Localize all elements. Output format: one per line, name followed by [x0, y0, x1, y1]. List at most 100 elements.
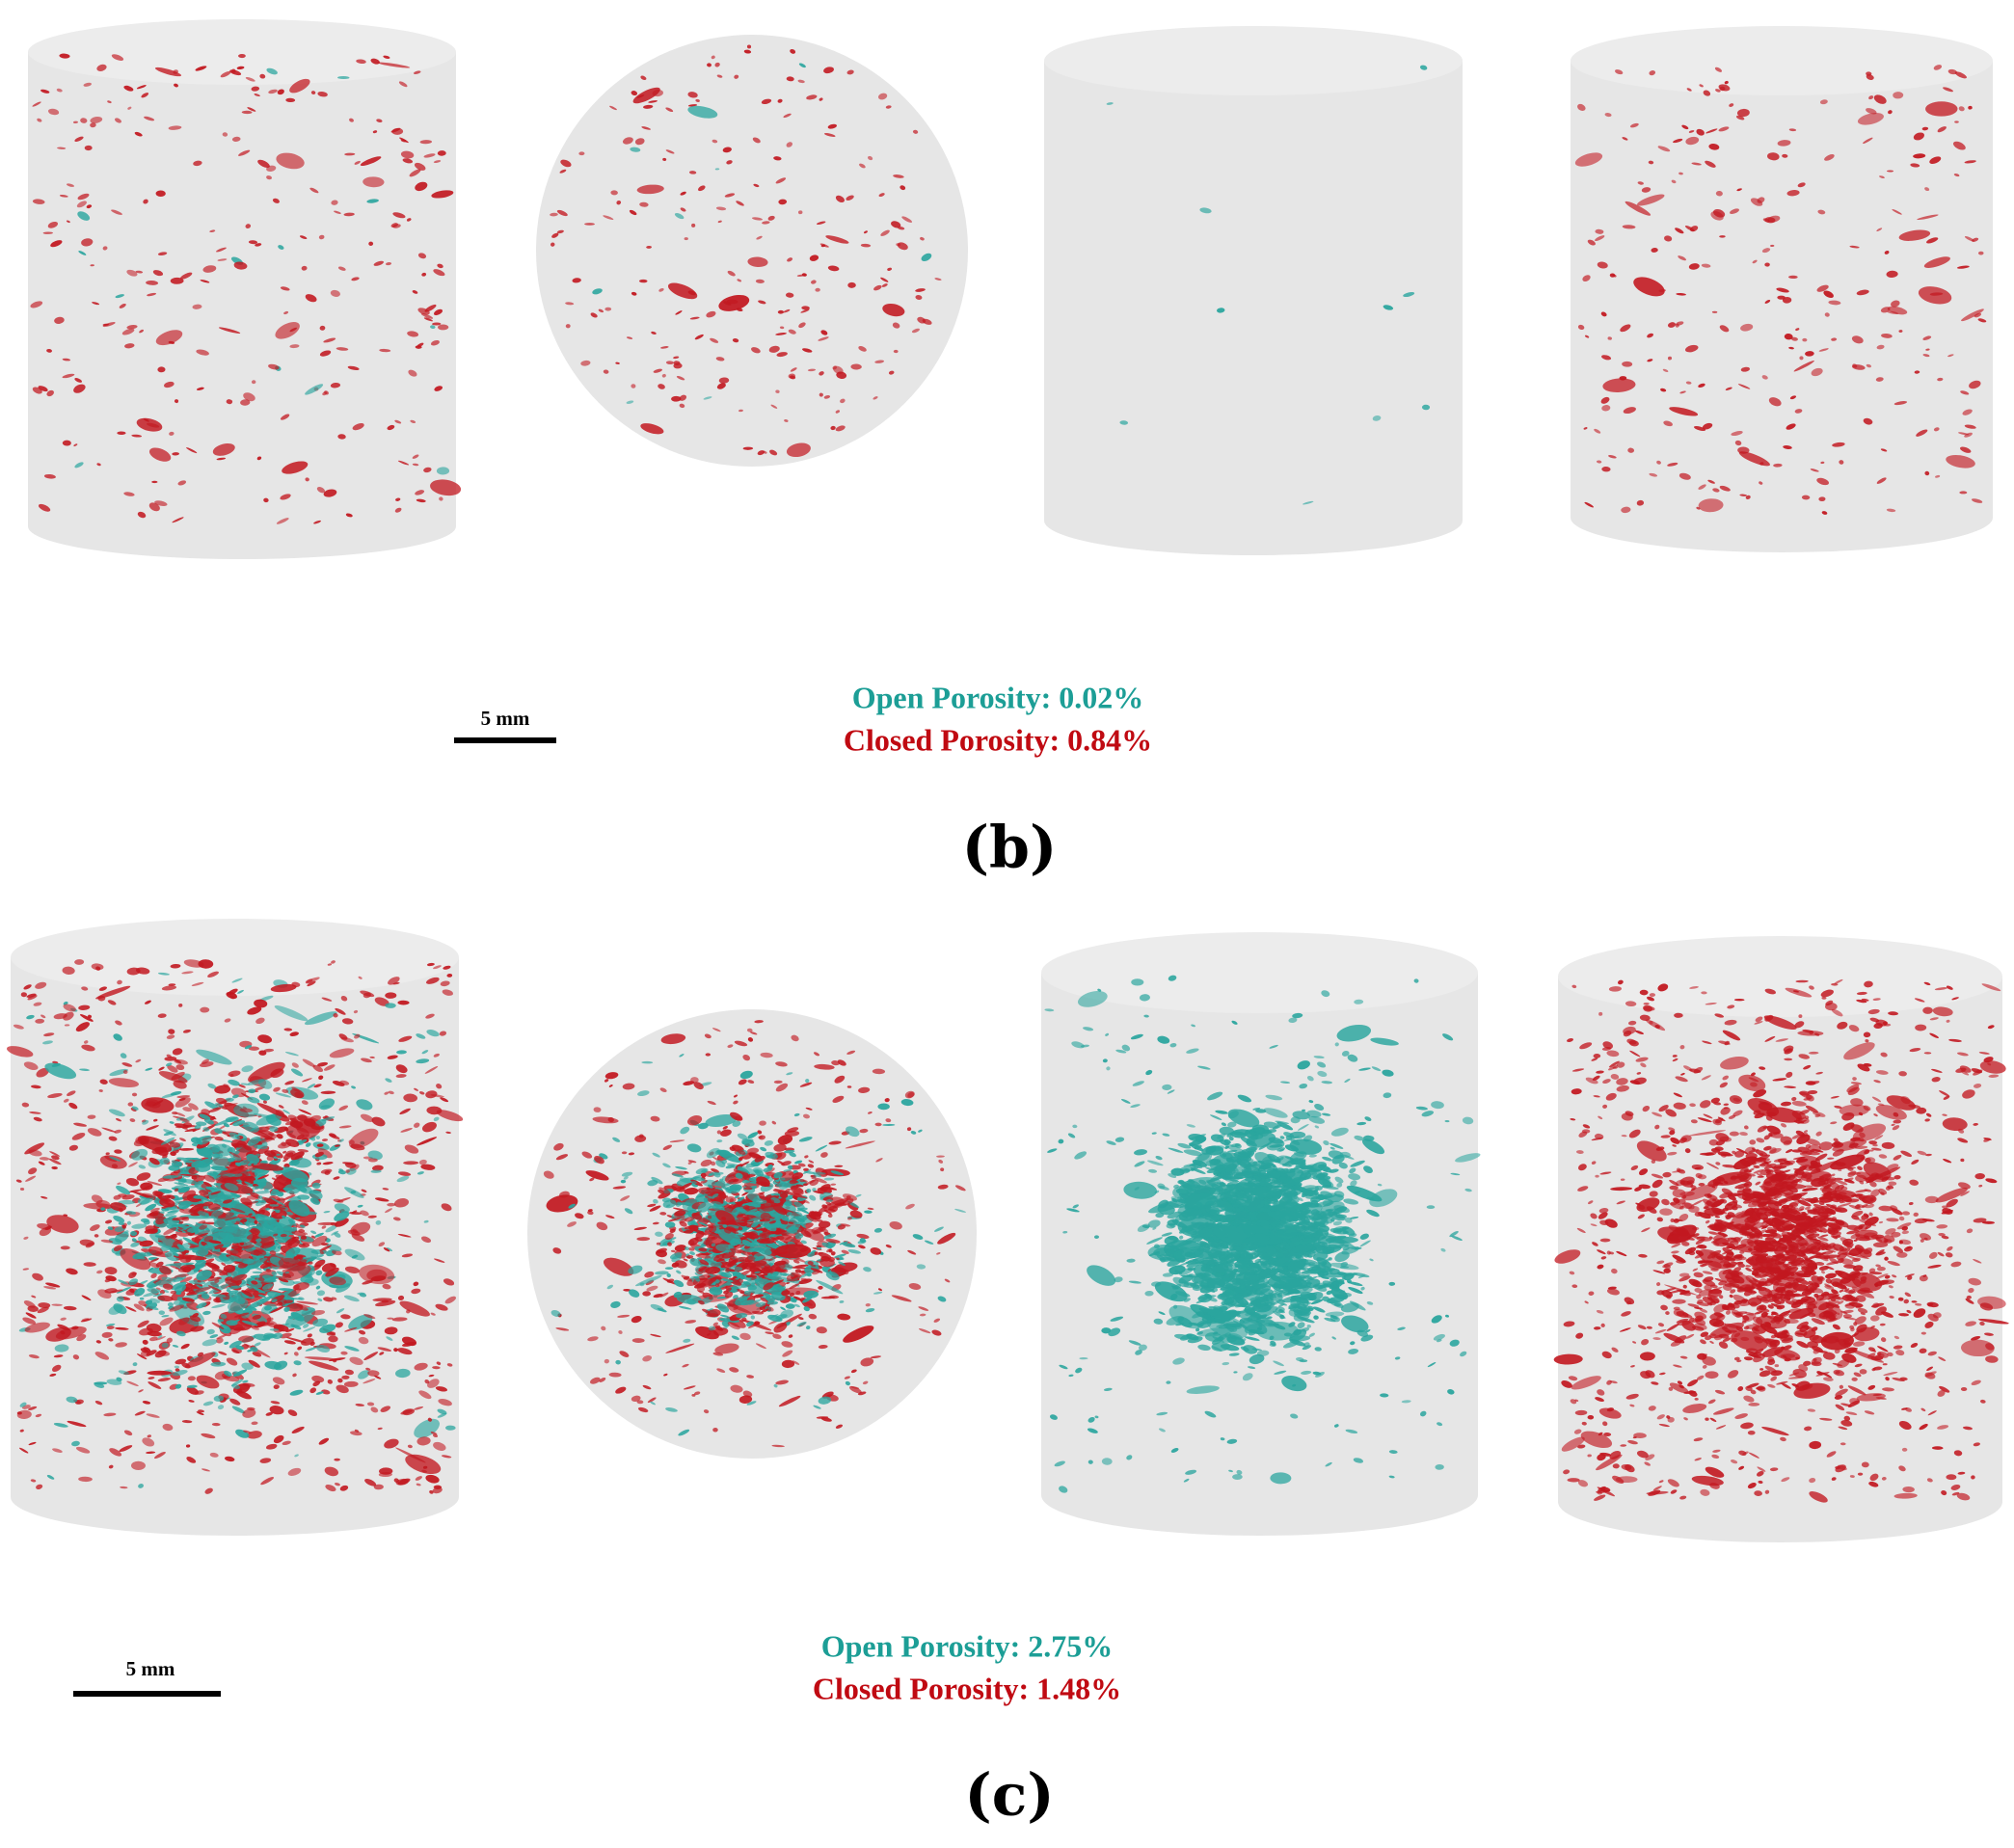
pore [1647, 333, 1654, 338]
pore [321, 997, 333, 1002]
pore [196, 387, 204, 390]
pore [397, 1295, 405, 1300]
pore [1863, 137, 1873, 144]
pore [859, 163, 866, 169]
pore [97, 1289, 112, 1299]
pore [72, 1354, 80, 1360]
pore [247, 1006, 262, 1015]
pore [1685, 136, 1700, 146]
pore [79, 1068, 90, 1072]
pore [823, 395, 831, 399]
pore [1964, 235, 1975, 242]
pore [778, 199, 788, 205]
pore [245, 76, 255, 82]
pore [1735, 115, 1745, 121]
pore [641, 126, 651, 130]
pore [51, 1155, 60, 1161]
pore [1715, 190, 1723, 197]
pore [1887, 306, 1908, 315]
pore [572, 278, 581, 283]
pore [146, 1125, 159, 1131]
pore [751, 347, 761, 354]
pore [19, 1187, 25, 1192]
pore [385, 992, 397, 999]
pore [823, 67, 834, 74]
pore [1302, 500, 1314, 505]
pore [368, 241, 374, 246]
pore [1851, 364, 1866, 370]
pore [833, 365, 844, 374]
pore [850, 363, 862, 370]
pore [1131, 978, 1144, 986]
pore [421, 272, 427, 277]
pore [1656, 460, 1661, 465]
pore [694, 334, 704, 340]
pore [712, 139, 718, 144]
pore [1419, 65, 1428, 70]
pore [36, 1484, 43, 1489]
pore [423, 317, 433, 322]
pore [395, 497, 401, 501]
pore [318, 234, 325, 240]
pore [376, 62, 411, 68]
pore [737, 279, 742, 282]
pore [892, 322, 900, 329]
pore [263, 1048, 275, 1053]
pore [897, 226, 905, 230]
pore [788, 329, 796, 335]
pore [416, 1171, 424, 1175]
pore [1924, 187, 1930, 192]
pore [743, 49, 752, 54]
pore [409, 169, 421, 177]
pore [417, 253, 427, 259]
pore [114, 1129, 122, 1134]
pore [337, 1378, 343, 1383]
pore [1805, 351, 1814, 357]
pore [194, 1390, 204, 1395]
pore [136, 85, 147, 90]
pore [358, 1370, 370, 1379]
pore [257, 159, 270, 168]
pore [736, 201, 744, 206]
pore [860, 243, 872, 248]
pore [96, 64, 107, 71]
pore [360, 1210, 369, 1217]
pore [95, 985, 131, 1000]
pore [345, 513, 353, 518]
pore [352, 423, 364, 431]
pore [1886, 508, 1896, 513]
pore [1718, 126, 1730, 132]
pore [551, 232, 559, 238]
pore [272, 1377, 285, 1385]
pore [44, 1225, 52, 1230]
pore [1921, 126, 1929, 131]
pore [1688, 263, 1700, 270]
pore [340, 1036, 354, 1043]
pore [422, 1121, 437, 1133]
pore [71, 1440, 80, 1447]
pore [209, 229, 216, 232]
pore [1898, 330, 1903, 333]
pore [251, 86, 260, 92]
pore [353, 1009, 359, 1014]
pore [62, 373, 75, 379]
pore [427, 1379, 440, 1388]
pore [283, 1028, 293, 1031]
pore [16, 1411, 22, 1415]
pore [80, 118, 88, 123]
pore [1917, 214, 1939, 221]
pore [1832, 442, 1845, 447]
pore [418, 1091, 425, 1095]
pore [226, 399, 233, 405]
pore [1759, 481, 1763, 485]
pore [1925, 101, 1958, 117]
pore [665, 107, 674, 113]
pore [1876, 477, 1887, 484]
pore [28, 1441, 37, 1446]
pore [661, 373, 666, 378]
pore [424, 1379, 430, 1384]
pore [1959, 491, 1968, 495]
pore [687, 92, 698, 98]
pore [915, 288, 926, 292]
